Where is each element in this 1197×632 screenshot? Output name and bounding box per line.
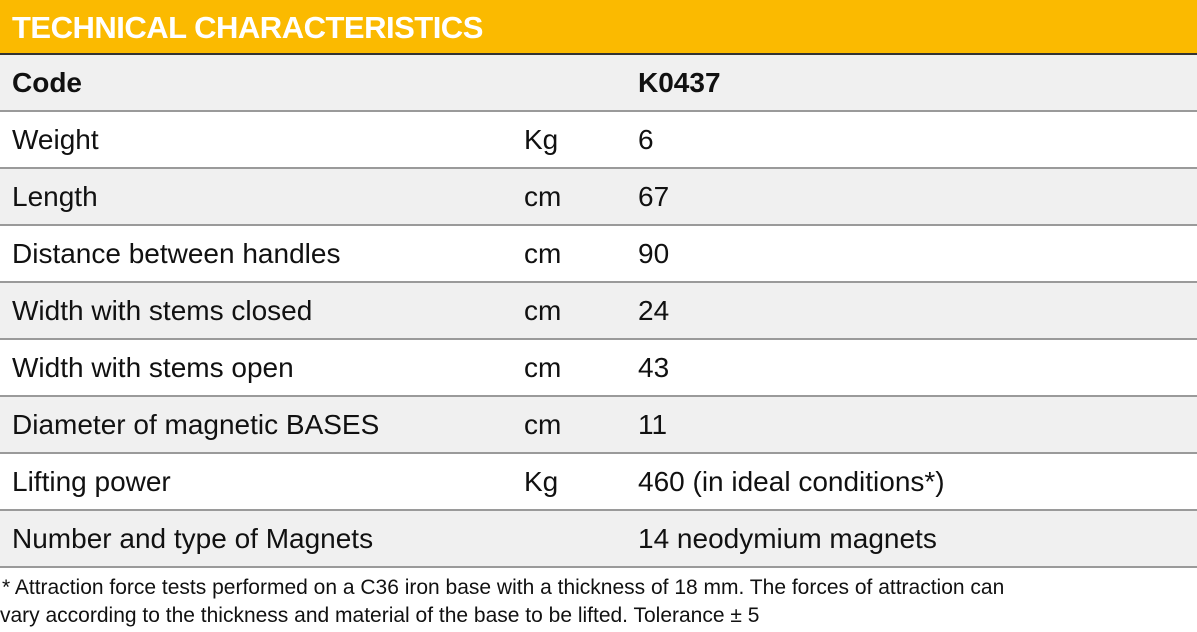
spec-value: 24 [638,295,670,326]
footnote: * Attraction force tests performed on a … [0,568,1197,630]
spec-label: Lifting power [12,466,171,497]
table-row: Diameter of magnetic BASES cm 11 [0,397,1197,454]
spec-value: 90 [638,238,670,269]
code-value: K0437 [638,67,721,98]
table-row: Width with stems open cm 43 [0,340,1197,397]
spec-value: 6 [638,124,654,155]
spec-label: Width with stems closed [12,295,313,326]
spec-value: 11 [638,409,668,440]
spec-unit: cm [524,238,562,269]
spec-unit: Kg [524,466,559,497]
table-row: Weight Kg 6 [0,112,1197,169]
spec-unit: cm [524,352,562,383]
spec-label: Length [12,181,98,212]
footnote-line: * Attraction force tests performed on a … [2,576,1005,599]
spec-label: Diameter of magnetic BASES [12,409,380,440]
spec-label: Width with stems open [12,352,294,383]
spec-unit: cm [524,181,562,212]
spec-label: Number and type of Magnets [12,523,374,554]
spec-value: 67 [638,181,670,212]
footnote-line: vary according to the thickness and mate… [0,604,760,627]
table-row: Number and type of Magnets 14 neodymium m… [0,511,1197,568]
spec-unit: cm [524,295,562,326]
spec-table: Code K0437 Weight Kg 6 Length cm 67 Distance b… [0,55,1197,568]
table-row: Width with stems closed cm 24 [0,283,1197,340]
table-header-row: Code K0437 [0,55,1197,112]
table-row: Distance between handles cm 90 [0,226,1197,283]
section-title: TECHNICAL CHARACTERISTICS [0,0,1197,55]
spec-value: 14 neodymium magnets [638,523,937,554]
table-row: Length cm 67 [0,169,1197,226]
spec-unit: cm [524,409,562,440]
code-label: Code [12,67,82,98]
spec-unit: Kg [524,124,559,155]
spec-value: 460 (in ideal conditions*) [638,466,945,497]
spec-label: Distance between handles [12,238,341,269]
spec-value: 43 [638,352,670,383]
spec-label: Weight [12,124,99,155]
table-row: Lifting power Kg 460 (in ideal conditions*… [0,454,1197,511]
